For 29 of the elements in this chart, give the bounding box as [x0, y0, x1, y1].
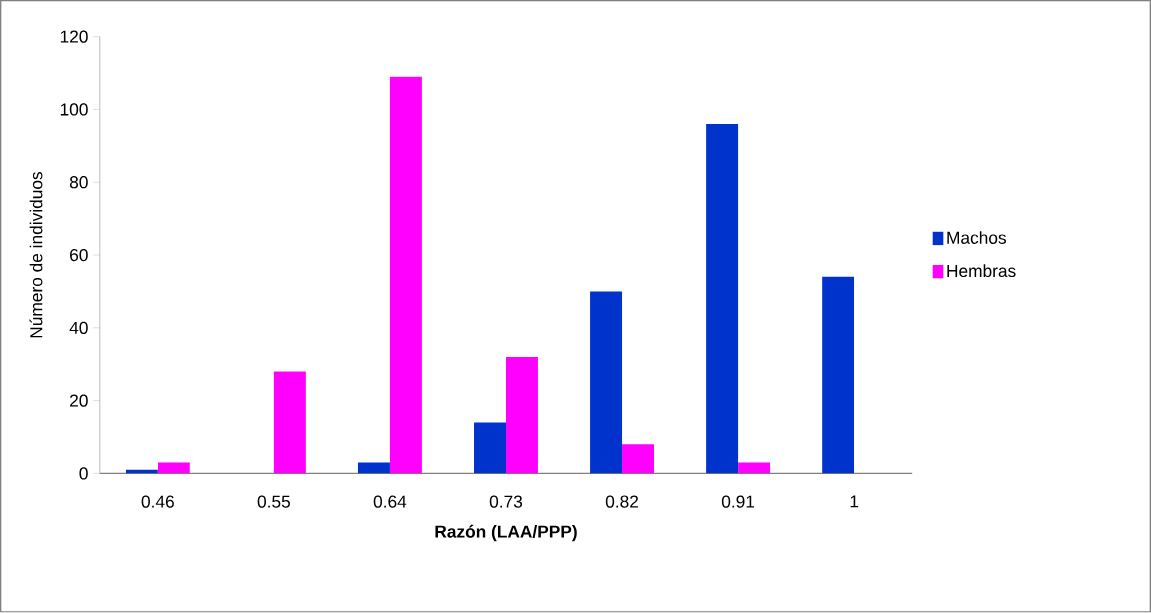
bar [622, 444, 654, 474]
y-tick-label: 60 [70, 249, 88, 262]
y-tick-label: 120 [60, 30, 88, 43]
y-tick-label: 40 [69, 321, 88, 335]
legend-label: Machos [947, 231, 1006, 245]
bar [157, 462, 190, 474]
bar [357, 462, 390, 474]
x-tick-label: 0.82 [605, 495, 639, 508]
x-tick-label: 0.64 [373, 495, 407, 508]
x-tick-label: 1 [850, 495, 859, 508]
y-tick-label: 80 [69, 176, 88, 189]
y-tick-label: 20 [70, 394, 88, 407]
y-axis-title: Número de individuos [29, 172, 43, 338]
bar [590, 291, 623, 474]
bar [389, 76, 422, 474]
bar [505, 357, 538, 474]
bar [822, 277, 855, 474]
y-tick-label: 0 [79, 467, 88, 480]
bar [706, 124, 739, 474]
x-tick-label: 0.46 [141, 495, 174, 508]
x-tick-label: 0.73 [489, 495, 523, 508]
x-tick-label: 0.55 [257, 495, 290, 508]
x-axis-title: Razón (LAA/PPP) [435, 525, 577, 542]
bar [273, 371, 306, 474]
bar [474, 422, 506, 474]
bar [738, 462, 771, 474]
y-tick-label: 100 [60, 103, 88, 116]
legend-label: Hembras [947, 264, 1016, 278]
x-tick-label: 0.91 [721, 495, 755, 508]
